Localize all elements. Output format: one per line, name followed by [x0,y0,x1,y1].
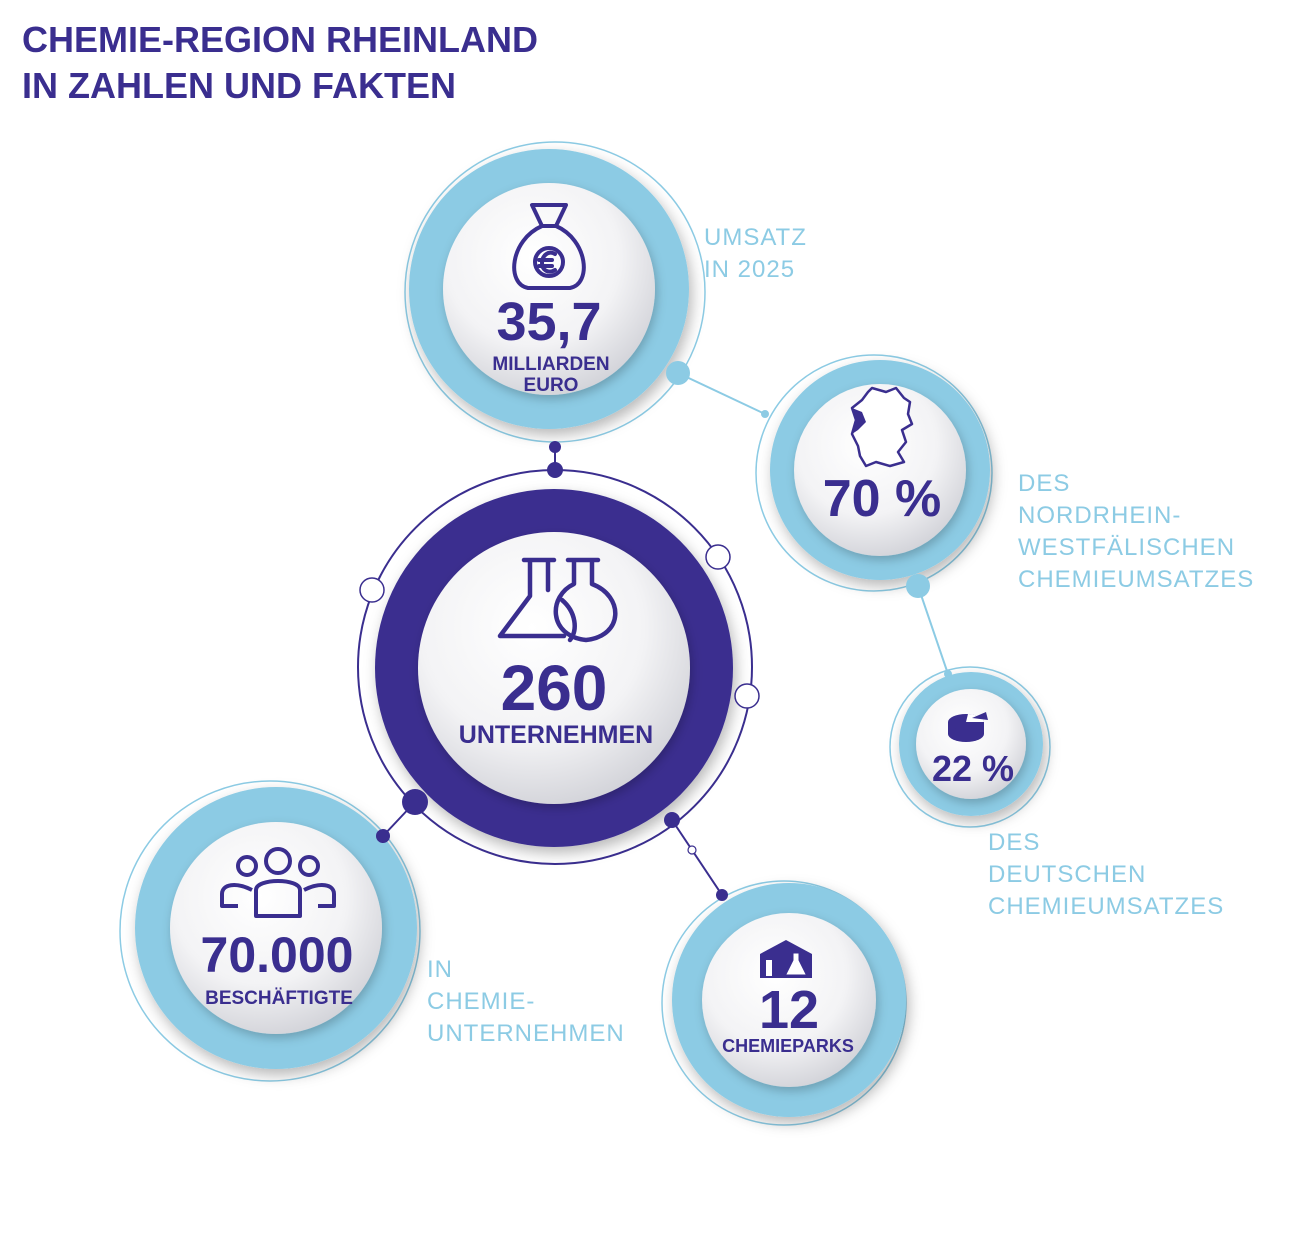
outer-thin-ring [661,880,907,1126]
label-unternehmen: UNTERNEHMEN [459,721,653,749]
side-beschaeftigte-line1: IN [427,956,453,983]
dot-unternehmen-top [547,462,563,478]
value-deutsch: 22 % [932,748,1014,789]
side-deutsch-line3: CHEMIEUMSATZES [988,893,1224,920]
chemical-park-icon [760,940,812,978]
value-chemieparks: 12 [759,980,819,1040]
side-beschaeftigte-line3: UNTERNEHMEN [427,1020,625,1047]
germany-map-icon [850,386,914,468]
inner-disc [702,913,876,1087]
page-title-line2: IN ZAHLEN UND FAKTEN [22,65,456,106]
value-beschaeftigte: 70.000 [201,927,354,983]
dot-open-top-right [705,544,731,570]
outer-thin-ring [119,780,421,1082]
stat-unternehmen: 260 UNTERNEHMEN [357,469,753,865]
label-beschaeftigte: BESCHÄFTIGTE [205,988,353,1009]
money-bag-euro-icon [512,203,586,290]
outer-thin-ring [755,354,993,592]
value-nrw: 70 % [823,470,942,528]
dot-nrw-bottom [906,574,930,598]
value-umsatz: 35,7 [496,292,601,352]
dot-umsatz-right [666,361,690,385]
stat-umsatz: 35,7 MILLIARDEN EURO [404,141,706,443]
side-deutsch-line2: DEUTSCHEN [988,861,1146,888]
label-umsatz-line2: EURO [524,375,579,396]
stat-beschaeftigte: 70.000 BESCHÄFTIGTE [119,780,421,1082]
label-umsatz-line1: MILLIARDEN [492,354,609,375]
inner-disc [794,384,966,556]
dot-beschaeftigte-top [376,829,390,843]
dot-chemieparks-top [716,889,728,901]
stat-nrw: 70 % [755,354,993,592]
dot-unternehmen-bottom-right [664,812,680,828]
stat-deutsch: 22 % [889,666,1051,828]
side-nrw-line4: CHEMIEUMSATZES [1018,566,1254,593]
inner-disc [170,822,382,1034]
dot-unternehmen-bottom-left [402,789,428,815]
page-title-line1: CHEMIE-REGION RHEINLAND [22,19,538,60]
connector-dots [359,361,952,901]
dot-open-right [734,683,760,709]
people-group-icon [220,847,336,918]
flasks-icon [497,557,618,643]
pie-chart-icon [948,712,988,742]
label-chemieparks: CHEMIEPARKS [722,1036,854,1056]
side-umsatz-line1: UMSATZ [704,224,807,251]
connector-nrw-deutsch [917,585,949,675]
outer-thin-ring [889,666,1051,828]
inner-disc [418,532,690,804]
dot-open-small [687,845,697,855]
connector-unternehmen-chemieparks [671,819,723,896]
value-unternehmen: 260 [501,652,608,724]
side-nrw-line2: NORDRHEIN- [1018,502,1181,529]
dot-deutsch-top [944,670,952,678]
stat-chemieparks: 12 CHEMIEPARKS [661,880,907,1126]
side-deutsch-line1: DES [988,829,1040,856]
connector-umsatz-nrw [677,372,766,415]
side-nrw-line3: WESTFÄLISCHEN [1018,534,1235,561]
side-nrw-line1: DES [1018,470,1070,497]
side-beschaeftigte-line2: CHEMIE- [427,988,535,1015]
dot-umsatz-bottom [549,441,561,453]
side-umsatz-line2: IN 2025 [704,256,795,283]
dot-open-left [359,577,385,603]
dot-nrw-top [761,410,769,418]
inner-disc [916,689,1026,799]
